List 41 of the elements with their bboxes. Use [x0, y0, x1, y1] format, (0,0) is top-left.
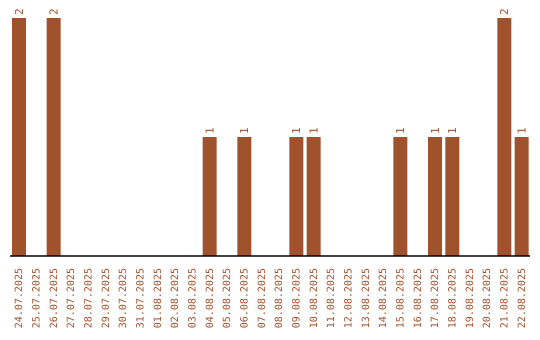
data-label: 1 — [290, 127, 304, 134]
x-tick-label: 04.08.2025 — [204, 268, 216, 328]
x-tick-label: 18.08.2025 — [448, 268, 458, 328]
x-tick-label: 09.08.2025 — [292, 268, 302, 328]
x-tick-label: 08.08.2025 — [274, 268, 286, 328]
data-label: 1 — [238, 127, 252, 134]
x-tick-label: 06.08.2025 — [240, 268, 250, 328]
x-tick-label: 29.07.2025 — [100, 268, 112, 328]
data-label: 2 — [12, 8, 26, 15]
x-tick-label: 01.08.2025 — [152, 268, 164, 328]
x-tick-label: 13.08.2025 — [360, 268, 372, 328]
x-tick-label: 31.07.2025 — [136, 268, 146, 328]
data-label: 1 — [428, 127, 442, 134]
x-tick-label: 05.08.2025 — [222, 268, 234, 328]
x-tick-label: 28.07.2025 — [84, 268, 94, 328]
x-tick-label: 19.08.2025 — [464, 268, 476, 328]
data-label: 1 — [394, 127, 408, 134]
x-tick-label: 10.08.2025 — [308, 268, 320, 328]
x-tick-label: 20.08.2025 — [482, 268, 494, 328]
x-tick-label: 16.08.2025 — [412, 268, 424, 328]
data-label: 2 — [48, 8, 61, 15]
data-label: 1 — [516, 127, 529, 134]
x-tick-label: 21.08.2025 — [500, 268, 510, 328]
x-tick-label: 11.08.2025 — [326, 268, 338, 328]
x-tick-label: 02.08.2025 — [170, 268, 182, 328]
x-tick-label: 22.08.2025 — [516, 268, 528, 328]
x-tick-label: 17.08.2025 — [430, 268, 442, 328]
x-tick-label: 07.08.2025 — [256, 268, 268, 328]
x-tick-label: 27.07.2025 — [66, 268, 78, 328]
data-label: 1 — [204, 127, 217, 134]
x-tick-label: 25.07.2025 — [32, 268, 42, 328]
x-tick-label: 24.07.2025 — [14, 268, 26, 328]
x-tick-label: 30.07.2025 — [118, 268, 130, 328]
data-label: 1 — [446, 127, 460, 134]
x-tick-label: 12.08.2025 — [344, 268, 354, 328]
x-tick-label: 03.08.2025 — [188, 268, 198, 328]
x-tick-label: 26.07.2025 — [48, 268, 60, 328]
x-tick-label: 14.08.2025 — [378, 268, 390, 328]
x-tick-label: 15.08.2025 — [396, 268, 406, 328]
data-label: 1 — [308, 127, 321, 134]
data-label: 2 — [498, 8, 512, 15]
